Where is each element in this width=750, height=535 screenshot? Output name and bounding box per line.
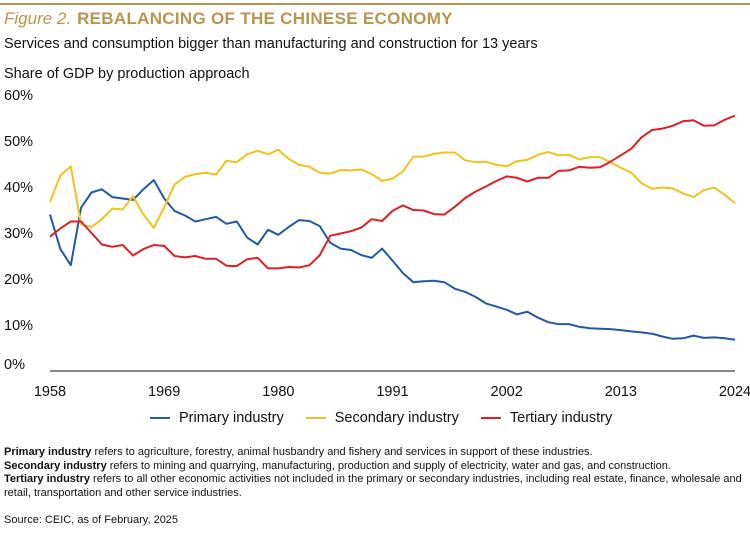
secondary-industry-line (49, 148, 736, 229)
x-tick-label: 2002 (491, 384, 523, 400)
legend-label-secondary: Secondary industry (334, 410, 459, 426)
note-primary: Primary industry refers to agriculture, … (4, 446, 744, 460)
note-term: Tertiary industry (4, 473, 90, 486)
y-tick-label: 40% (4, 180, 33, 196)
figure-heading: REBALANCING OF THE CHINESE ECONOMY (77, 9, 453, 28)
x-tick-label: 1958 (34, 384, 66, 400)
legend-item-tertiary: Tertiary industry (480, 410, 613, 426)
legend-item-secondary: Secondary industry (305, 410, 459, 426)
note-text: refers to mining and quarrying, manufact… (106, 459, 671, 472)
x-tick-label: 2024 (719, 384, 750, 400)
x-tick-labels: 1958 1969 1980 1991 2002 2013 2024 (34, 384, 750, 400)
y-tick-label: 10% (4, 318, 33, 334)
line-chart: 0% 10% 20% 30% 40% 50% 60% 1958 1969 1980 1991 200… (4, 88, 750, 400)
definitions-notes: Primary industry refers to agriculture, … (4, 446, 744, 500)
primary-industry-line (49, 179, 736, 341)
y-tick-label: 0% (4, 357, 25, 373)
note-term: Primary industry (4, 446, 92, 458)
legend-label-tertiary: Tertiary industry (509, 410, 613, 426)
y-tick-label: 60% (4, 88, 33, 104)
tertiary-industry-line (49, 114, 736, 270)
legend-swatch-tertiary (480, 417, 501, 419)
x-tick-label: 2013 (605, 384, 637, 400)
top-rule (0, 3, 750, 5)
figure-title: Figure 2. REBALANCING OF THE CHINESE ECON… (4, 9, 453, 29)
y-axis-title: Share of GDP by production approach (4, 66, 250, 82)
legend-swatch-secondary (305, 417, 326, 419)
legend-swatch-primary (150, 417, 170, 419)
x-tick-label: 1980 (262, 384, 294, 400)
note-secondary: Secondary industry refers to mining and … (4, 460, 744, 474)
note-text: refers to all other economic activities … (4, 473, 742, 499)
figure-subtitle: Services and consumption bigger than man… (4, 36, 538, 52)
chart-legend: Primary industry Secondary industry Tert… (150, 410, 634, 426)
series-lines (49, 114, 736, 341)
legend-label-primary: Primary industry (179, 410, 284, 426)
y-tick-labels: 0% 10% 20% 30% 40% 50% 60% (4, 88, 33, 373)
y-tick-label: 50% (4, 134, 33, 150)
y-tick-label: 30% (4, 226, 33, 242)
source-note: Source: CEIC, as of February, 2025 (4, 514, 179, 526)
note-term: Secondary industry (4, 459, 107, 472)
x-tick-label: 1969 (148, 384, 180, 400)
note-text: refers to agriculture, forestry, animal … (91, 446, 593, 458)
y-tick-label: 20% (4, 272, 33, 288)
legend-item-primary: Primary industry (150, 410, 284, 426)
note-tertiary: Tertiary industry refers to all other ec… (4, 473, 744, 500)
figure-number: Figure 2. (4, 9, 72, 28)
x-tick-label: 1991 (376, 384, 408, 400)
